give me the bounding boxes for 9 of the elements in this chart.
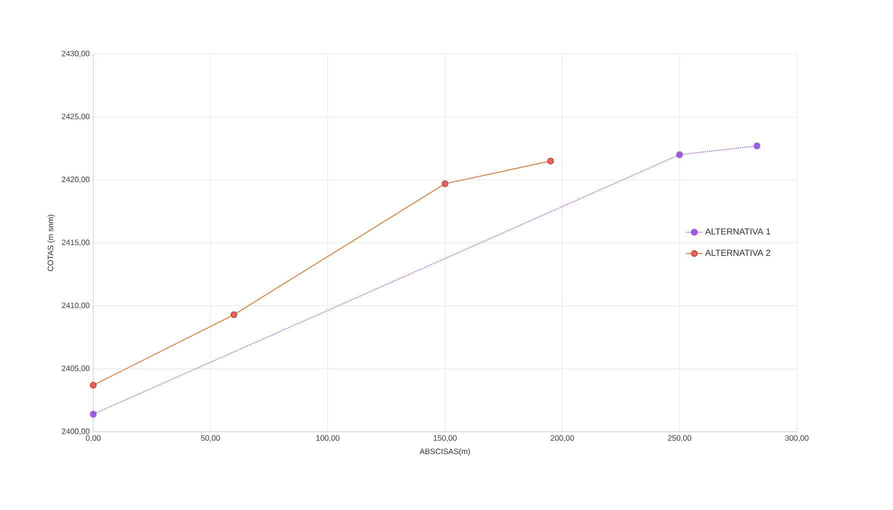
legend-label: ALTERNATIVA 1 <box>705 228 770 234</box>
point <box>90 410 97 418</box>
point <box>754 142 760 150</box>
point <box>442 180 448 187</box>
point <box>90 382 97 388</box>
point <box>676 151 683 158</box>
point <box>230 311 238 318</box>
point <box>547 158 554 164</box>
legend-label: ALTERNATIVA 2 <box>705 250 770 256</box>
